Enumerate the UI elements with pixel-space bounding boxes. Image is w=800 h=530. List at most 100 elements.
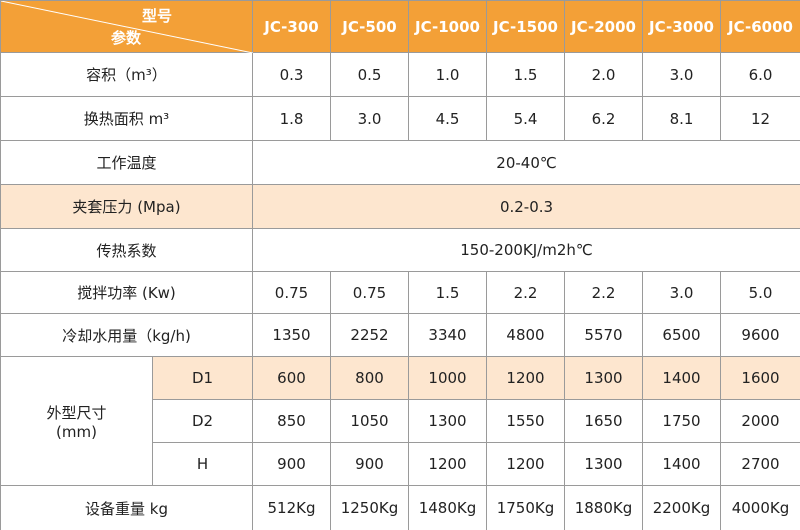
row-label: 夹套压力 (Mpa) — [0, 184, 253, 229]
cell: 8.1 — [642, 96, 721, 141]
cell: 1750Kg — [486, 485, 565, 530]
cell: 600 — [252, 356, 331, 400]
corner-top: 型号 — [141, 7, 172, 25]
cell: 0.75 — [330, 271, 409, 314]
cell: 1480Kg — [408, 485, 487, 530]
model-header: JC-300 — [252, 0, 331, 53]
cell: 2.2 — [564, 271, 643, 314]
corner-cell: 型号 参数 — [0, 0, 253, 53]
merged-cell: 150-200KJ/m2h℃ — [252, 228, 800, 272]
row: 搅拌功率 (Kw) 0.75 0.75 1.5 2.2 2.2 3.0 5.0 — [0, 271, 800, 314]
dimension-row: 外型尺寸 (mm) D1 600 800 1000 1200 1300 1400 1600 — [0, 356, 800, 486]
row: 设备重量 kg 512Kg 1250Kg 1480Kg 1750Kg 1880Kg 2200… — [0, 485, 800, 530]
row: 传热系数 150-200KJ/m2h℃ — [0, 228, 800, 272]
row-label: 冷却水用量（kg/h) — [0, 313, 253, 357]
row: 容积（m³） 0.3 0.5 1.0 1.5 2.0 3.0 6.0 — [0, 52, 800, 97]
row-label: 容积（m³） — [0, 52, 253, 97]
cell: 1400 — [642, 356, 721, 400]
model-header: JC-6000 — [720, 0, 800, 53]
cell: 1000 — [408, 356, 487, 400]
model-header: JC-1000 — [408, 0, 487, 53]
sub-label: D2 — [152, 399, 253, 443]
cell: 1200 — [486, 356, 565, 400]
cell: 0.3 — [252, 52, 331, 97]
header: 型号 参数 JC-300 JC-500 JC-1000 JC-1500 JC-2000 J… — [0, 0, 800, 53]
model-header: JC-500 — [330, 0, 409, 53]
model-header: JC-2000 — [564, 0, 643, 53]
cell: 5.4 — [486, 96, 565, 141]
cell: 6500 — [642, 313, 721, 357]
cell: 1.0 — [408, 52, 487, 97]
dimension-row: H 900 900 1200 1200 1300 1400 2700 — [1, 442, 800, 486]
cell: 0.5 — [330, 52, 409, 97]
model-header: JC-3000 — [642, 0, 721, 53]
cell: 3.0 — [642, 271, 721, 314]
row: 工作温度 20-40℃ — [0, 140, 800, 185]
cell: 1300 — [564, 442, 643, 486]
body: 容积（m³） 0.3 0.5 1.0 1.5 2.0 3.0 6.0 换热面积 m³ 1.8 3.0… — [0, 52, 800, 530]
cell: 1550 — [486, 399, 565, 443]
header-row: 型号 参数 JC-300 JC-500 JC-1000 JC-1500 JC-2000 J… — [0, 0, 800, 53]
row-label: 搅拌功率 (Kw) — [0, 271, 253, 314]
cell: 1200 — [408, 442, 487, 486]
cell: 1200 — [486, 442, 565, 486]
row-label-line: (mm) — [56, 422, 97, 441]
cell: 800 — [330, 356, 409, 400]
cell: 1300 — [408, 399, 487, 443]
row: 夹套压力 (Mpa) 0.2-0.3 — [0, 184, 800, 229]
cell: 2.0 — [564, 52, 643, 97]
cell: 1300 — [564, 356, 643, 400]
row-label: 外型尺寸 (mm) — [0, 356, 153, 486]
sub-label: D1 — [152, 356, 253, 400]
dimension-row: D2 850 1050 1300 1550 1650 1750 2000 — [1, 399, 800, 443]
row-label: 换热面积 m³ — [0, 96, 253, 141]
merged-cell: 20-40℃ — [252, 140, 800, 185]
cell: 1250Kg — [330, 485, 409, 530]
cell: 2000 — [720, 399, 800, 443]
cell: 1650 — [564, 399, 643, 443]
row-label: 工作温度 — [0, 140, 253, 185]
cell: 1.5 — [486, 52, 565, 97]
cell: 3.0 — [642, 52, 721, 97]
cell: 1.8 — [252, 96, 331, 141]
row-label: 传热系数 — [0, 228, 253, 272]
cell: 4800 — [486, 313, 565, 357]
cell: 1350 — [252, 313, 331, 357]
cell: 2252 — [330, 313, 409, 357]
row: 换热面积 m³ 1.8 3.0 4.5 5.4 6.2 8.1 12 — [0, 96, 800, 141]
cell: 9600 — [720, 313, 800, 357]
cell: 1750 — [642, 399, 721, 443]
cell: 12 — [720, 96, 800, 141]
cell: 1400 — [642, 442, 721, 486]
row: 冷却水用量（kg/h) 1350 2252 3340 4800 5570 6500 9600 — [0, 313, 800, 357]
cell: 5.0 — [720, 271, 800, 314]
cell: 6.2 — [564, 96, 643, 141]
cell: 0.75 — [252, 271, 331, 314]
cell: 900 — [252, 442, 331, 486]
cell: 4.5 — [408, 96, 487, 141]
row-label: 设备重量 kg — [0, 485, 253, 530]
cell: 900 — [330, 442, 409, 486]
cell: 2.2 — [486, 271, 565, 314]
corner-bottom: 参数 — [111, 29, 142, 47]
row-label-line: 外型尺寸 — [46, 403, 107, 422]
cell: 2200Kg — [642, 485, 721, 530]
cell: 3340 — [408, 313, 487, 357]
cell: 850 — [252, 399, 331, 443]
sub-label: H — [152, 442, 253, 486]
cell: 512Kg — [252, 485, 331, 530]
cell: 1880Kg — [564, 485, 643, 530]
model-header: JC-1500 — [486, 0, 565, 53]
cell: 2700 — [720, 442, 800, 486]
cell: 1600 — [720, 356, 800, 400]
cell: 3.0 — [330, 96, 409, 141]
cell: 1.5 — [408, 271, 487, 314]
cell: 6.0 — [720, 52, 800, 97]
cell: 5570 — [564, 313, 643, 357]
merged-cell: 0.2-0.3 — [252, 184, 800, 229]
cell: 4000Kg — [720, 485, 800, 530]
cell: 1050 — [330, 399, 409, 443]
diagonal — [1, 1, 253, 53]
